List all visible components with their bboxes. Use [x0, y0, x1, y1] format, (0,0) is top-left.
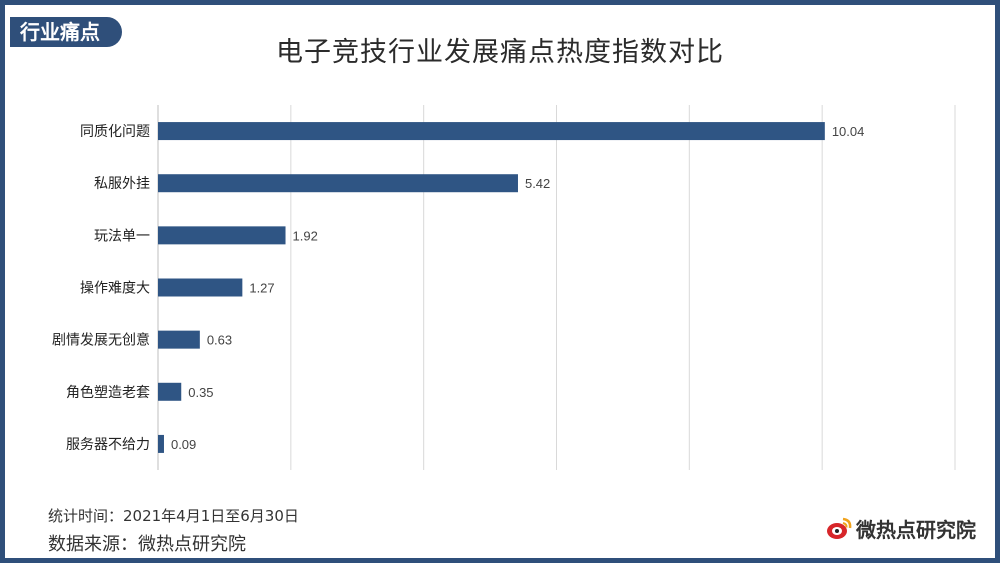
category-label: 操作难度大: [80, 281, 150, 297]
bar: [158, 382, 182, 401]
category-label: 角色塑造老套: [66, 384, 150, 401]
bar: [158, 122, 825, 141]
data-label: 1.27: [249, 281, 274, 296]
data-label: 10.04: [832, 124, 865, 139]
category-label: 剧情发展无创意: [52, 332, 150, 349]
data-source: 数据来源：微热点研究院: [48, 534, 246, 555]
category-label: 玩法单一: [94, 228, 150, 244]
data-label: 1.92: [293, 228, 318, 243]
brand-name: 微热点研究院: [856, 518, 976, 542]
brand-logo: 微热点研究院: [826, 514, 976, 543]
chart-title: 电子竞技行业发展痛点热度指数对比: [276, 37, 724, 68]
section-tag: 行业痛点: [10, 17, 122, 47]
weibo-eye-icon: [827, 517, 852, 539]
data-label: 0.09: [171, 437, 196, 452]
data-label: 5.42: [525, 176, 550, 191]
bar: [158, 278, 243, 297]
category-label: 服务器不给力: [66, 437, 150, 453]
bar: [158, 226, 286, 245]
bar: [158, 330, 200, 349]
category-label: 私服外挂: [94, 176, 150, 192]
data-label: 0.35: [188, 385, 213, 400]
bar: [158, 174, 518, 193]
bar: [158, 434, 164, 453]
category-label: 同质化问题: [80, 124, 150, 140]
data-label: 0.63: [207, 333, 232, 348]
statistics-period: 统计时间：2021年4月1日至6月30日: [48, 507, 299, 525]
